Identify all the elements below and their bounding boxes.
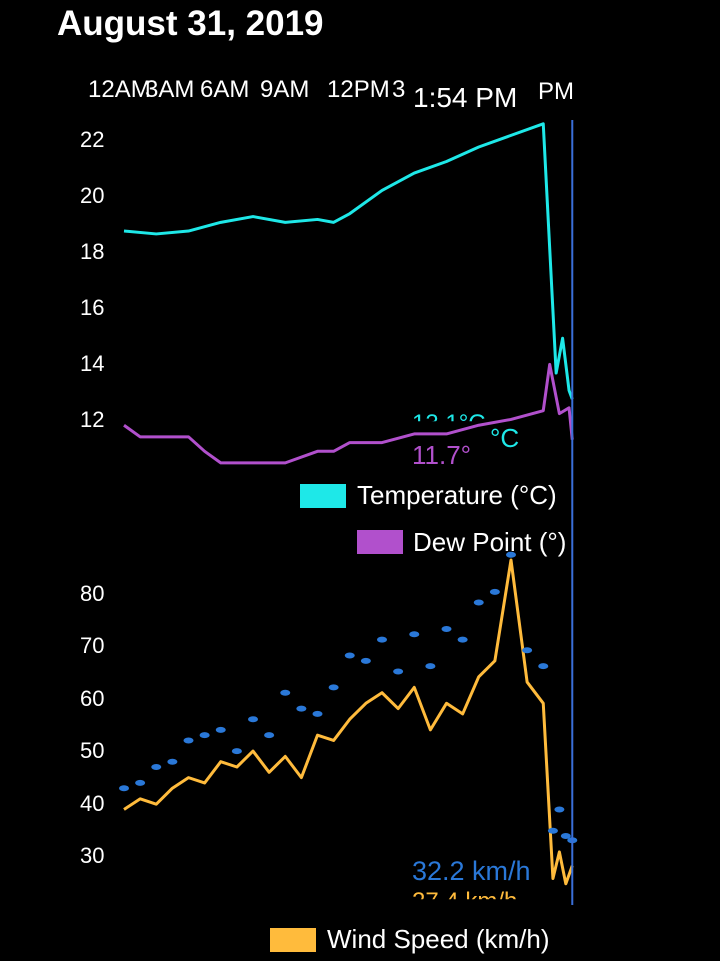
wind-gust-point bbox=[135, 779, 146, 786]
temperature-readout: 13.1°C bbox=[412, 410, 486, 437]
wind-gust-point bbox=[409, 631, 420, 638]
x-tick-3am: 3AM bbox=[145, 76, 195, 103]
legend-swatch-dew-point bbox=[357, 530, 403, 554]
y-tick-wind-30: 30 bbox=[80, 843, 105, 868]
wind-speed-readout: 27.4 km/h bbox=[412, 888, 518, 915]
y-tick-temp-18: 18 bbox=[80, 239, 105, 264]
legend-label-wind-speed: Wind Speed (km/h) bbox=[327, 924, 550, 954]
legend-swatch-wind-speed bbox=[270, 928, 316, 952]
temperature-unit-fragment: °C bbox=[490, 423, 520, 453]
series-line-wind-speed-km-h bbox=[123, 558, 574, 886]
wind-gust-point bbox=[296, 705, 307, 712]
wind-gust-point bbox=[522, 647, 533, 654]
wind-gust-point bbox=[425, 663, 436, 670]
wind-gust-point bbox=[119, 785, 129, 792]
wind-gust-point bbox=[547, 827, 558, 834]
wind-gust-point bbox=[328, 684, 339, 691]
wind-gust-point bbox=[506, 551, 516, 558]
y-tick-wind-50: 50 bbox=[80, 738, 105, 763]
legend-label-dew-point: Dew Point (°) bbox=[413, 527, 567, 557]
series-line-dew-point bbox=[123, 362, 574, 465]
wind-gust-point bbox=[167, 758, 178, 765]
wind-gust-point bbox=[231, 748, 242, 755]
x-tick-9am: 9AM bbox=[260, 76, 310, 103]
wind-gust-readout: 32.2 km/h bbox=[412, 856, 531, 886]
wind-gust-point bbox=[554, 806, 565, 813]
wind-gust-point bbox=[264, 732, 275, 739]
temperature-chart bbox=[123, 122, 574, 465]
dew-point-readout: 11.7° bbox=[412, 440, 472, 470]
wind-gust-point bbox=[560, 833, 571, 839]
wind-chart bbox=[119, 551, 578, 886]
x-tick-12pm: 12PM bbox=[327, 76, 390, 103]
wind-gust-point bbox=[199, 732, 210, 739]
wind-gust-point bbox=[183, 737, 194, 744]
wind-gust-point bbox=[344, 652, 355, 659]
x-tick-partial-pm: PM bbox=[538, 78, 574, 105]
wind-gust-point bbox=[377, 636, 387, 643]
wind-gust-point bbox=[248, 716, 258, 723]
y-tick-temp-16: 16 bbox=[80, 295, 105, 320]
chart-date-title: August 31, 2019 bbox=[57, 4, 324, 43]
y-tick-temp-12: 12 bbox=[80, 407, 105, 432]
wind-gust-point bbox=[489, 588, 500, 595]
y-tick-wind-70: 70 bbox=[80, 633, 105, 658]
wind-gust-point bbox=[441, 626, 452, 632]
y-tick-wind-60: 60 bbox=[80, 686, 105, 711]
wind-gust-point bbox=[215, 726, 226, 733]
series-line-temperature-c bbox=[123, 122, 574, 400]
y-tick-wind-80: 80 bbox=[80, 581, 105, 606]
wind-gust-point bbox=[280, 689, 291, 696]
cursor-time-label: 1:54 PM bbox=[413, 82, 518, 113]
wind-gust-point bbox=[360, 657, 371, 664]
x-tick-6am: 6AM bbox=[200, 76, 250, 103]
legend-label-temperature: Temperature (°C) bbox=[357, 480, 557, 510]
wind-gust-point bbox=[538, 663, 549, 670]
y-tick-wind-40: 40 bbox=[80, 791, 105, 816]
wind-gust-point bbox=[312, 710, 323, 717]
wind-gust-point bbox=[151, 764, 162, 770]
y-tick-temp-22: 22 bbox=[80, 127, 105, 152]
legend-swatch-temperature bbox=[300, 484, 346, 508]
wind-gust-point bbox=[473, 599, 484, 606]
x-tick-3pm: 3 bbox=[392, 76, 406, 103]
y-tick-temp-20: 20 bbox=[80, 183, 105, 208]
wind-gust-point bbox=[393, 668, 404, 675]
y-tick-temp-14: 14 bbox=[80, 351, 105, 376]
wind-gust-point bbox=[457, 636, 468, 643]
x-tick-12am: 12AM bbox=[88, 76, 151, 103]
